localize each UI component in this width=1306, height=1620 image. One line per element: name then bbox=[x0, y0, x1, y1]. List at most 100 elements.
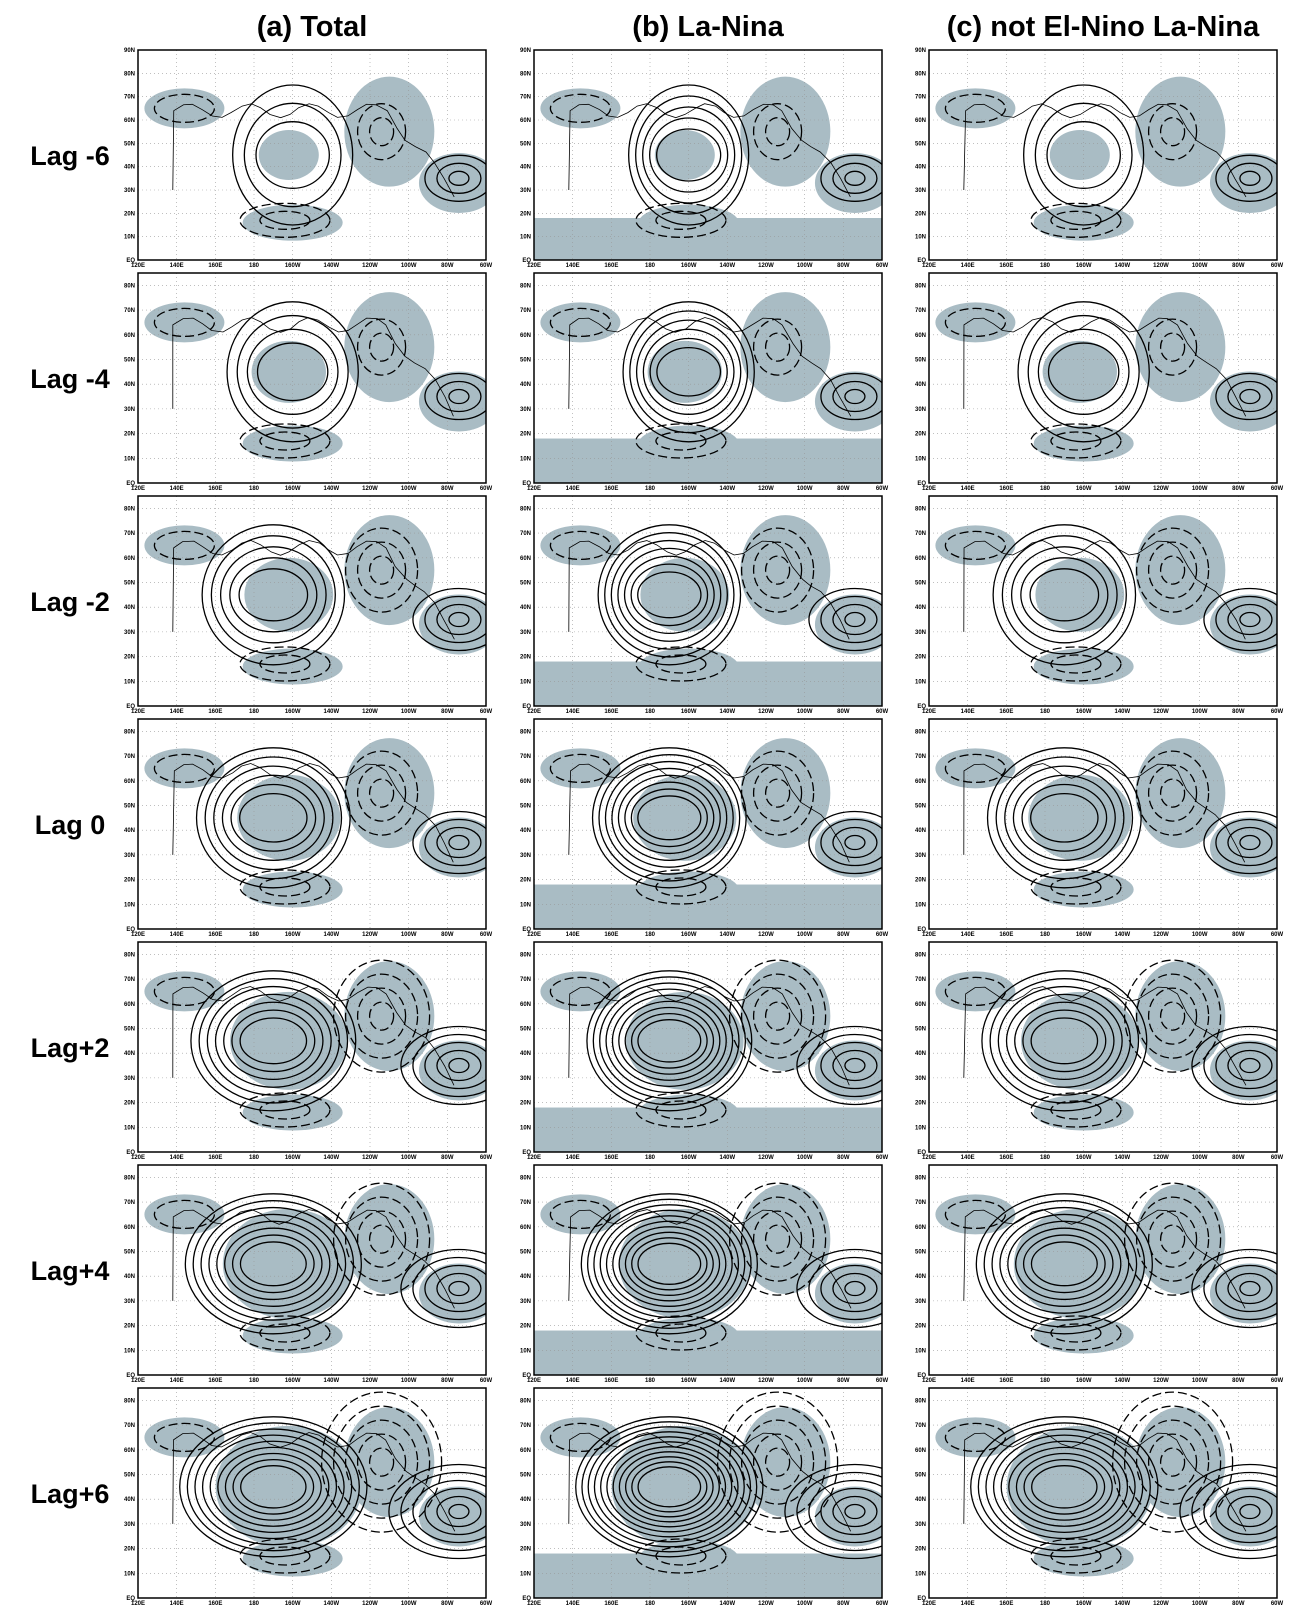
lat-label: 30N bbox=[124, 407, 135, 413]
map-panel: EQ10N20N30N40N50N60N70N80N120E140E160E18… bbox=[124, 273, 499, 492]
lon-label: 140E bbox=[170, 486, 184, 492]
lat-label: 10N bbox=[915, 902, 926, 908]
lon-label: 120W bbox=[362, 1155, 378, 1161]
lon-label: 120E bbox=[922, 709, 936, 715]
lat-label: 50N bbox=[520, 1249, 531, 1255]
lon-label: 60W bbox=[480, 263, 493, 269]
lat-label: 50N bbox=[520, 357, 531, 363]
shading bbox=[1210, 1263, 1290, 1323]
lat-label: 80N bbox=[915, 1398, 926, 1404]
row-label: Lag 0 bbox=[35, 810, 106, 840]
map-panel: EQ10N20N30N40N50N60N70N80N120E140E160E18… bbox=[520, 719, 901, 938]
lon-label: 80W bbox=[837, 263, 850, 269]
shading bbox=[259, 130, 319, 180]
map-panel: EQ10N20N30N40N50N60N70N80N90N120E140E160… bbox=[520, 48, 895, 269]
lat-label: 50N bbox=[520, 141, 531, 147]
lon-label: 60W bbox=[876, 709, 889, 715]
lon-label: 120W bbox=[758, 1378, 774, 1384]
lon-label: 100W bbox=[401, 1601, 417, 1607]
shading bbox=[1028, 775, 1131, 861]
shading bbox=[1021, 992, 1139, 1090]
lat-label: 60N bbox=[915, 779, 926, 785]
lat-label: 50N bbox=[124, 1472, 135, 1478]
lat-label: 30N bbox=[124, 1299, 135, 1305]
shading bbox=[640, 558, 729, 632]
lat-label: 50N bbox=[915, 1026, 926, 1032]
lon-label: 120E bbox=[922, 486, 936, 492]
lon-label: 160E bbox=[208, 263, 222, 269]
lat-label: 60N bbox=[124, 333, 135, 339]
lon-label: 140E bbox=[566, 709, 580, 715]
lat-label: 60N bbox=[915, 118, 926, 124]
lon-label: 120E bbox=[131, 1155, 145, 1161]
lon-label: 60W bbox=[1271, 1601, 1284, 1607]
lat-label: 80N bbox=[520, 283, 531, 289]
lat-label: 80N bbox=[124, 1398, 135, 1404]
lon-label: 140W bbox=[1114, 1155, 1130, 1161]
lon-label: 160E bbox=[604, 1601, 618, 1607]
lat-label: 10N bbox=[520, 1571, 531, 1577]
lon-label: 180 bbox=[1040, 1155, 1051, 1161]
lat-label: 30N bbox=[520, 853, 531, 859]
shading bbox=[1210, 817, 1290, 877]
lat-label: 30N bbox=[124, 630, 135, 636]
lon-label: 120E bbox=[131, 1378, 145, 1384]
lon-label: 140W bbox=[1114, 709, 1130, 715]
lon-label: 160E bbox=[604, 709, 618, 715]
lon-label: 140W bbox=[323, 932, 339, 938]
lat-label: 30N bbox=[915, 1076, 926, 1082]
lat-label: 60N bbox=[124, 118, 135, 124]
row-label: Lag+6 bbox=[31, 1479, 110, 1509]
map-content bbox=[929, 1165, 1306, 1375]
lat-label: 60N bbox=[915, 1002, 926, 1008]
lon-label: 140W bbox=[1114, 486, 1130, 492]
lat-label: 50N bbox=[124, 1026, 135, 1032]
lon-label: 120E bbox=[527, 1155, 541, 1161]
lon-label: 140E bbox=[961, 1378, 975, 1384]
lat-label: 80N bbox=[520, 952, 531, 958]
map-content bbox=[534, 1388, 925, 1598]
lon-label: 120W bbox=[758, 1155, 774, 1161]
shading bbox=[534, 1554, 882, 1598]
lat-label: 50N bbox=[124, 580, 135, 586]
lon-label: 140E bbox=[566, 486, 580, 492]
lat-label: 10N bbox=[915, 1348, 926, 1354]
lon-label: 120W bbox=[362, 1601, 378, 1607]
lat-label: 20N bbox=[520, 211, 531, 217]
lat-label: 40N bbox=[124, 828, 135, 834]
lat-label: 70N bbox=[915, 95, 926, 101]
lon-label: 160E bbox=[999, 1155, 1013, 1161]
lon-label: 180 bbox=[645, 263, 656, 269]
shading bbox=[534, 1331, 882, 1375]
lon-label: 140W bbox=[323, 263, 339, 269]
map-panel: EQ10N20N30N40N50N60N70N80N120E140E160E18… bbox=[124, 496, 505, 715]
lon-label: 160E bbox=[999, 263, 1013, 269]
lat-label: 60N bbox=[124, 1225, 135, 1231]
lon-label: 140E bbox=[566, 1601, 580, 1607]
lat-label: 30N bbox=[124, 188, 135, 194]
lat-label: 50N bbox=[520, 1472, 531, 1478]
lat-label: 50N bbox=[124, 141, 135, 147]
lon-label: 120E bbox=[131, 486, 145, 492]
lat-label: 60N bbox=[520, 1448, 531, 1454]
lat-label: 50N bbox=[915, 141, 926, 147]
lat-label: 40N bbox=[915, 1051, 926, 1057]
shading bbox=[419, 1263, 499, 1323]
shading bbox=[1210, 594, 1290, 654]
lon-label: 140E bbox=[170, 1601, 184, 1607]
lat-label: 70N bbox=[520, 754, 531, 760]
lat-label: 80N bbox=[520, 506, 531, 512]
lon-label: 80W bbox=[1232, 1155, 1245, 1161]
map-panel: EQ10N20N30N40N50N60N70N80N120E140E160E18… bbox=[915, 496, 1296, 715]
lat-label: 30N bbox=[915, 630, 926, 636]
lon-label: 160W bbox=[285, 932, 301, 938]
lon-label: 120W bbox=[758, 263, 774, 269]
lat-label: 20N bbox=[915, 432, 926, 438]
lon-label: 180 bbox=[249, 1378, 260, 1384]
lon-label: 120E bbox=[922, 1378, 936, 1384]
lon-label: 120W bbox=[1153, 1155, 1169, 1161]
map-content bbox=[534, 50, 895, 260]
map-panel: EQ10N20N30N40N50N60N70N80N120E140E160E18… bbox=[124, 942, 517, 1161]
lat-label: 90N bbox=[915, 48, 926, 54]
